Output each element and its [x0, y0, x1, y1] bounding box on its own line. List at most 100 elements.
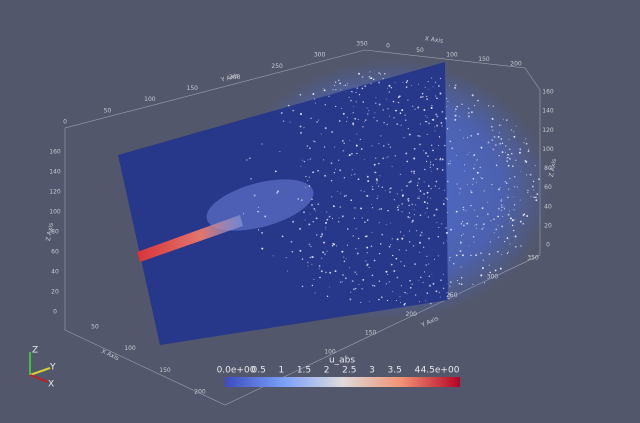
- particle: [413, 173, 415, 175]
- particle: [436, 97, 438, 99]
- particle: [500, 268, 502, 270]
- particle: [509, 222, 510, 223]
- particle: [367, 180, 369, 182]
- particle: [491, 184, 492, 185]
- particle: [499, 143, 501, 145]
- particle: [409, 230, 410, 231]
- particle: [492, 118, 494, 120]
- tick-label: 350: [527, 255, 539, 262]
- colorbar-label: 0.0e+00: [217, 366, 256, 376]
- particle: [425, 87, 426, 88]
- particle: [465, 210, 466, 211]
- particle: [527, 192, 528, 193]
- particle: [376, 179, 378, 181]
- particle: [459, 116, 460, 117]
- particle: [516, 126, 517, 127]
- particle: [399, 95, 401, 97]
- particle: [318, 120, 319, 121]
- particle: [338, 221, 340, 223]
- particle: [407, 99, 408, 100]
- particle: [339, 83, 341, 85]
- axis-y-label: Y: [49, 363, 56, 373]
- particle: [352, 280, 354, 282]
- particle: [428, 217, 429, 218]
- particle: [526, 143, 528, 145]
- particle: [446, 232, 448, 234]
- tick-label: 40: [544, 203, 552, 210]
- particle: [396, 258, 398, 260]
- particle: [419, 189, 420, 190]
- particle: [410, 180, 412, 182]
- particle: [336, 245, 337, 246]
- colorbar: [225, 377, 460, 387]
- particle: [522, 223, 524, 225]
- particle: [460, 241, 461, 242]
- particle: [369, 76, 371, 78]
- particle: [327, 296, 328, 297]
- particle: [374, 260, 376, 262]
- particle: [538, 178, 540, 180]
- particle: [491, 126, 493, 128]
- particle: [338, 160, 339, 161]
- particle: [308, 223, 310, 225]
- particle: [303, 211, 305, 213]
- tick-label: 60: [544, 184, 552, 191]
- particle: [401, 238, 403, 240]
- particle: [446, 106, 447, 107]
- particle: [507, 253, 508, 254]
- particle: [311, 256, 313, 258]
- particle: [387, 274, 388, 275]
- particle: [480, 177, 481, 178]
- particle: [302, 160, 303, 161]
- particle: [309, 244, 311, 246]
- particle: [456, 254, 458, 256]
- particle: [470, 205, 471, 206]
- particle: [347, 117, 348, 118]
- particle: [307, 145, 308, 146]
- particle: [383, 145, 384, 146]
- particle: [489, 264, 490, 265]
- particle: [475, 254, 477, 256]
- particle: [409, 217, 410, 218]
- particle: [509, 243, 510, 244]
- particle: [433, 214, 435, 216]
- particle: [395, 82, 396, 83]
- particle: [356, 134, 357, 135]
- particle: [378, 186, 379, 187]
- particle: [258, 229, 259, 230]
- particle: [469, 152, 470, 153]
- particle: [426, 207, 428, 209]
- particle: [455, 108, 457, 110]
- particle: [282, 236, 284, 238]
- particle: [467, 154, 468, 155]
- particle: [527, 190, 528, 191]
- axis-title: Y Axis: [219, 72, 239, 84]
- particle: [344, 195, 345, 196]
- tick-label: 150: [159, 367, 171, 374]
- axis-title: X Axis: [100, 348, 120, 362]
- particle: [357, 253, 359, 255]
- tick-label: 200: [194, 389, 206, 396]
- particle: [487, 214, 488, 215]
- colorbar-label: 1.5: [297, 366, 311, 376]
- particle: [395, 110, 397, 112]
- particle: [335, 106, 336, 107]
- particle: [360, 302, 361, 303]
- particle: [416, 230, 417, 231]
- particle: [297, 198, 298, 199]
- orientation-axes: Z Y X: [30, 346, 56, 390]
- particle: [386, 99, 387, 100]
- particle: [423, 282, 424, 283]
- tick-label: 250: [271, 63, 283, 70]
- particle: [530, 196, 531, 197]
- particle: [409, 241, 410, 242]
- particle: [370, 71, 371, 72]
- particle: [424, 271, 425, 272]
- particle: [500, 200, 502, 202]
- particle: [362, 101, 363, 102]
- particle: [428, 81, 429, 82]
- tick-label: 50: [416, 47, 424, 54]
- particle: [471, 255, 472, 256]
- particle: [436, 222, 437, 223]
- particle: [351, 174, 352, 175]
